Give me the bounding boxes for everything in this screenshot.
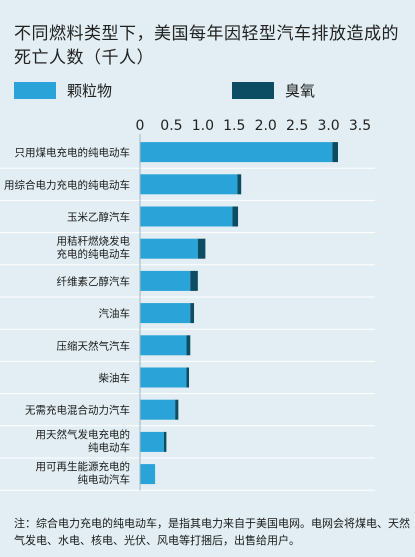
x-tick-label: 0 xyxy=(136,118,145,134)
bar-ozone xyxy=(186,335,191,356)
bar-ozone xyxy=(163,431,167,452)
bar-particulate xyxy=(140,367,187,388)
category-label: 只用煤电充电的纯电动车 xyxy=(15,146,131,159)
bar-particulate xyxy=(140,174,238,195)
category-label: 用可再生能源充电的纯电动汽车 xyxy=(36,460,131,486)
category-label: 汽油车 xyxy=(99,307,131,320)
category-label: 无需充电混合动力汽车 xyxy=(25,404,130,417)
legend-swatch-0 xyxy=(14,82,56,99)
bar-ozone xyxy=(190,270,198,291)
bar-particulate xyxy=(140,399,176,420)
bar-particulate xyxy=(140,206,233,227)
x-tick-label: 1.5 xyxy=(223,118,245,134)
category-label: 纤维素乙醇汽车 xyxy=(57,275,131,288)
chart-title: 不同燃料类型下，美国每年因轻型汽车排放造成的死亡人数（千人） xyxy=(14,24,399,68)
bar-ozone xyxy=(232,206,239,227)
bar-ozone xyxy=(175,399,179,420)
bar-particulate xyxy=(140,238,198,259)
category-label: 用天然气发电充电的纯电动车 xyxy=(36,428,131,454)
x-tick-label: 0.5 xyxy=(160,118,182,134)
footnote: 注：综合电力充电的纯电动车，是指其电力来自于美国电网。电网会将煤电、天然气发电、… xyxy=(14,517,410,547)
bar-particulate xyxy=(140,270,191,291)
legend-swatch-1 xyxy=(232,82,274,99)
bar-particulate xyxy=(140,431,164,452)
x-tick-label: 2.0 xyxy=(255,118,277,134)
bar-particulate xyxy=(140,464,156,485)
category-label: 玉米乙醇汽车 xyxy=(67,211,130,224)
category-label: 压缩天然气汽车 xyxy=(57,339,131,352)
legend-label-0: 颗粒物 xyxy=(67,82,112,100)
category-label: 用秸秆燃烧发电充电的纯电动车 xyxy=(57,235,131,261)
x-tick-label: 1.0 xyxy=(192,118,214,134)
bar-particulate xyxy=(140,142,333,163)
bar-ozone xyxy=(197,238,206,259)
bar-ozone xyxy=(190,303,195,324)
category-label: 用综合电力充电的纯电动车 xyxy=(4,178,130,191)
legend-label-1: 臭氧 xyxy=(285,82,315,100)
x-tick-label: 2.5 xyxy=(286,118,308,134)
bar-ozone xyxy=(332,142,338,163)
x-tick-label: 3.5 xyxy=(349,118,371,134)
bar-particulate xyxy=(140,303,191,324)
category-label: 柴油车 xyxy=(99,372,131,385)
bar-ozone xyxy=(186,367,190,388)
bar-particulate xyxy=(140,335,187,356)
x-tick-label: 3.0 xyxy=(317,118,339,134)
stacked-bar-chart: 颗粒物 臭氧 0 0.5 1.0 1.5 2.0 2.5 3.0 3.5 只用煤电充电的纯电动车用综… xyxy=(0,82,375,491)
bar-ozone xyxy=(237,174,242,195)
